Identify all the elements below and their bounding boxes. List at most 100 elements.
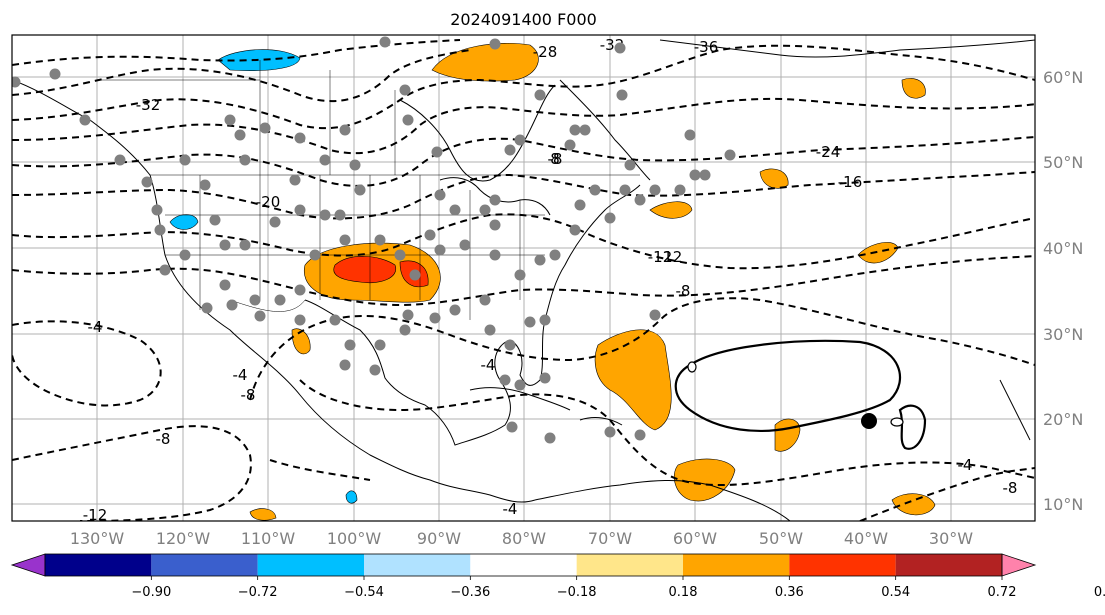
station-marker: [379, 36, 391, 48]
station-marker: [349, 159, 361, 171]
contour-label: -16: [838, 173, 863, 191]
coast-pacific-nw: [12, 79, 536, 503]
station-marker: [604, 212, 616, 224]
contour-label: -12: [83, 506, 108, 524]
contour-label: -4: [503, 500, 518, 518]
latitude-labels: 60°N 50°N 40°N 30°N 20°N 10°N: [1043, 68, 1083, 514]
colorbar-tick-label: −0.18: [557, 585, 597, 600]
colorbar-swatch: [151, 554, 258, 576]
colorbar-swatch: [683, 554, 790, 576]
station-marker: [504, 339, 516, 351]
station-marker: [394, 249, 406, 261]
small-low-marker-2: [890, 417, 904, 427]
colorbar-tick-label: 0.54: [881, 585, 910, 600]
station-marker: [489, 194, 501, 206]
colorbar-tick-label: −0.54: [344, 585, 384, 600]
colorbar-swatch: [257, 554, 364, 576]
station-marker: [199, 179, 211, 191]
contour-label: 8: [550, 150, 560, 168]
station-marker: [141, 176, 153, 188]
station-marker: [201, 302, 213, 314]
station-marker: [399, 324, 411, 336]
station-marker: [434, 189, 446, 201]
station-marker: [499, 374, 511, 386]
station-marker: [699, 169, 711, 181]
station-marker: [689, 169, 701, 181]
station-marker: [514, 134, 526, 146]
coastlines: [12, 39, 1035, 521]
station-marker: [226, 299, 238, 311]
station-marker: [684, 129, 696, 141]
shade-orange-mexico: [291, 328, 311, 355]
colorbar-tick-label: 0.18: [669, 585, 698, 600]
station-marker: [259, 122, 271, 134]
longitude-label: 110°W: [241, 529, 296, 548]
station-marker: [319, 209, 331, 221]
station-marker: [154, 224, 166, 236]
contour-label: -20: [256, 193, 281, 211]
contour-label: -24: [816, 143, 841, 161]
colorbar-swatch: [45, 554, 152, 576]
station-marker: [504, 144, 516, 156]
chart-title: 2024091400 F000: [450, 10, 597, 29]
station-marker: [209, 214, 221, 226]
contour-label: -8: [156, 430, 171, 448]
political-borders: [100, 60, 640, 320]
longitude-label: 40°W: [844, 529, 888, 548]
contour-label: -8: [676, 282, 691, 300]
station-marker: [179, 249, 191, 261]
latitude-label: 40°N: [1043, 239, 1083, 258]
station-marker: [479, 204, 491, 216]
station-marker: [319, 154, 331, 166]
station-marker: [514, 379, 526, 391]
station-marker: [574, 199, 586, 211]
station-marker: [616, 89, 628, 101]
coast-hispaniola: [579, 417, 623, 426]
longitude-label: 90°W: [417, 529, 461, 548]
station-marker: [539, 372, 551, 384]
station-marker: [409, 269, 421, 281]
contour-label: -4: [88, 318, 103, 336]
station-marker: [604, 426, 616, 438]
station-marker: [649, 309, 661, 321]
colorbar-tick-label: −0.36: [450, 585, 490, 600]
station-marker: [294, 314, 306, 326]
contour-label: -4: [958, 456, 973, 474]
station-marker: [374, 234, 386, 246]
station-marker: [634, 194, 646, 206]
station-marker: [724, 149, 736, 161]
station-marker: [374, 339, 386, 351]
station-marker: [269, 216, 281, 228]
longitude-label: 120°W: [156, 529, 211, 548]
station-marker: [369, 364, 381, 376]
station-marker: [274, 294, 286, 306]
shade-blue-rockies: [169, 214, 199, 230]
station-marker: [294, 284, 306, 296]
longitude-label: 70°W: [588, 529, 632, 548]
latitude-label: 20°N: [1043, 410, 1083, 429]
contour-label: -12: [648, 248, 673, 266]
solid-contour-small: [898, 404, 927, 450]
station-marker: [424, 229, 436, 241]
station-marker: [329, 314, 341, 326]
longitude-label: 80°W: [502, 529, 546, 548]
station-marker: [429, 312, 441, 324]
station-marker: [114, 154, 126, 166]
station-marker: [589, 184, 601, 196]
solid-contour-atlantic: [674, 339, 902, 432]
longitude-label: 50°W: [759, 529, 803, 548]
longitude-label: 100°W: [327, 529, 382, 548]
station-marker: [309, 249, 321, 261]
small-low-marker: [687, 361, 697, 373]
contour-label: -12: [658, 248, 683, 266]
station-marker: [249, 294, 261, 306]
coast-greenland: [659, 39, 1035, 58]
station-marker: [344, 339, 356, 351]
station-marker: [224, 114, 236, 126]
station-marker: [449, 204, 461, 216]
colorbar-swatch: [789, 554, 896, 576]
station-marker: [534, 89, 546, 101]
station-marker: [49, 68, 61, 80]
contour-label: -4: [233, 366, 248, 384]
colorbar-tick-label: −0.90: [131, 585, 171, 600]
